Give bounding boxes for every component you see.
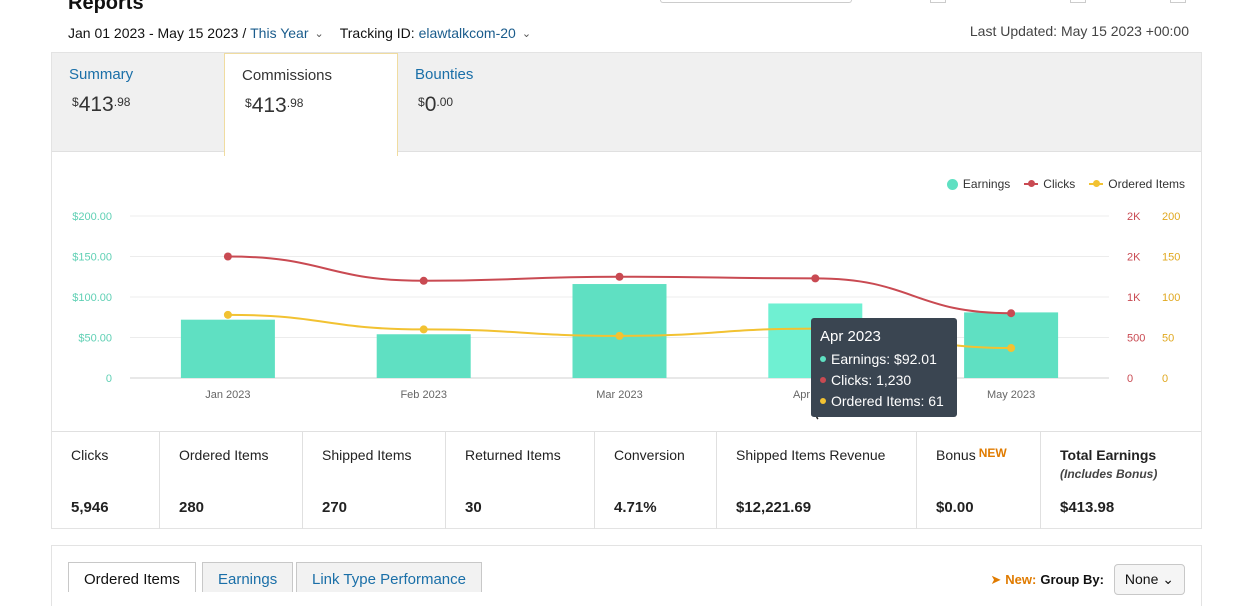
date-range: Jan 01 2023 - May 15 2023 /	[68, 25, 247, 41]
right-tick-label-ordered-items: 0	[1162, 373, 1168, 385]
earnings-bar	[180, 319, 275, 378]
tooltip-row: Clicks: 1,230	[820, 370, 948, 391]
stat-bonus: Bonus NEW $0.00	[917, 432, 1041, 529]
tab-link-type-performance[interactable]: Link Type Performance	[296, 562, 482, 592]
clicks-point	[1007, 309, 1016, 318]
clicks-point	[223, 252, 232, 261]
tab-label: Bounties	[415, 66, 474, 83]
tab-label: Commissions	[242, 67, 333, 84]
clicks-point	[615, 272, 624, 281]
header-control[interactable]	[1070, 0, 1086, 3]
earnings-bar	[376, 334, 471, 378]
last-updated: Last Updated: May 15 2023 +00:00	[969, 23, 1189, 39]
rocket-icon: ➤	[990, 571, 1002, 587]
stat-total-earnings: Total Earnings (Includes Bonus) $413.98	[1060, 447, 1158, 516]
left-tick-label: $150.00	[72, 252, 112, 264]
legend-item-earnings[interactable]: Earnings	[946, 177, 1010, 191]
page-title: Reports	[68, 0, 144, 14]
group-by-control: ➤ New: Group By: None ⌄	[990, 564, 1185, 595]
tooltip-title: Apr 2023	[820, 328, 881, 345]
right-tick-label-clicks: 1K	[1127, 292, 1141, 304]
earnings-tabs: Summary $413.98 Commissions $413.98 Boun…	[52, 53, 1201, 165]
page-header: Reports	[0, 0, 1257, 14]
right-tick-label-clicks: 500	[1127, 333, 1145, 345]
chart-svg: 0 $50.00 $100.00 $150.00 $200.00 0 500 1K 2K 2K 0 5…	[72, 211, 1180, 421]
active-tab-caret	[302, 156, 322, 165]
header-control[interactable]	[1170, 0, 1186, 3]
header-control[interactable]	[930, 0, 946, 3]
ordered-items-point	[1007, 344, 1016, 353]
tracking-id-dropdown[interactable]: elawtalkcom-20	[418, 25, 516, 41]
ordered-items-point	[419, 325, 428, 334]
ordered-items-point	[223, 310, 232, 319]
stat-conversion: Conversion 4.71%	[595, 432, 717, 529]
right-tick-label-clicks: 0	[1127, 373, 1133, 385]
date-preset-dropdown[interactable]: This Year	[250, 25, 309, 41]
tab-label: Summary	[69, 66, 134, 83]
performance-chart: Earnings Clicks Ordered Items 0 $50.00 $10…	[52, 153, 1201, 431]
ordered-items-point	[615, 331, 624, 340]
chart-tooltip: Apr 2023 Earnings: $92.01 Clicks: 1,230 …	[811, 318, 957, 417]
x-tick-label: May 2023	[987, 389, 1035, 401]
left-tick-label: $200.00	[72, 211, 112, 223]
legend-item-ordered-items[interactable]: Ordered Items	[1089, 177, 1185, 191]
right-tick-label-ordered-items: 100	[1162, 292, 1180, 304]
x-tick-label: Jan 2023	[205, 389, 250, 401]
tab-amount: $413.98	[72, 93, 131, 116]
right-tick-label-ordered-items: 150	[1162, 252, 1180, 264]
left-tick-label: 0	[106, 373, 112, 385]
left-tick-label: $50.00	[78, 333, 112, 345]
tab-amount: $413.98	[245, 94, 304, 117]
tooltip-row: Ordered Items: 61	[820, 391, 948, 412]
line-marker-icon	[1024, 180, 1039, 187]
group-by-select[interactable]: None ⌄	[1113, 564, 1185, 595]
stats-row: Clicks 5,946 Ordered Items 280 Shipped Ite…	[52, 431, 1201, 529]
right-tick-label-ordered-items: 50	[1162, 333, 1174, 345]
right-tick-label-ordered-items: 200	[1162, 211, 1180, 223]
tracking-label: Tracking ID:	[339, 25, 415, 41]
tab-ordered-items[interactable]: Ordered Items	[68, 562, 196, 592]
header-control[interactable]	[660, 0, 852, 3]
stat-returned-items: Returned Items 30	[446, 432, 595, 529]
right-tick-label-clicks: 2K	[1127, 252, 1141, 264]
tab-commissions[interactable]: Commissions $413.98	[224, 53, 398, 165]
clicks-point	[811, 274, 820, 283]
tab-summary[interactable]: Summary $413.98	[52, 53, 224, 151]
x-tick-label: Feb 2023	[400, 389, 446, 401]
stat-ordered-items: Ordered Items 280	[160, 432, 303, 529]
report-card: Summary $413.98 Commissions $413.98 Boun…	[51, 52, 1202, 529]
new-badge: NEW	[978, 446, 1007, 460]
chevron-down-icon[interactable]: ⌄	[314, 27, 324, 40]
clicks-point	[419, 276, 428, 285]
earnings-bar	[572, 284, 667, 378]
x-tick-label: Mar 2023	[596, 389, 642, 401]
stat-shipped-items: Shipped Items 270	[303, 432, 446, 529]
tab-amount: $0.00	[418, 93, 454, 116]
group-by-label: Group By:	[1040, 572, 1104, 587]
tab-bounties[interactable]: Bounties $0.00	[398, 53, 570, 151]
chart-legend: Earnings Clicks Ordered Items	[946, 177, 1185, 191]
new-label: New:	[1005, 572, 1037, 587]
filter-bar: Jan 01 2023 - May 15 2023 / This Year ⌄ …	[68, 22, 547, 44]
right-tick-label-clicks: 2K	[1127, 211, 1141, 223]
chevron-down-icon[interactable]: ⌄	[521, 27, 532, 40]
line-marker-icon	[1089, 180, 1104, 187]
circle-icon	[946, 178, 958, 190]
tooltip-row: Earnings: $92.01	[820, 349, 948, 370]
left-tick-label: $100.00	[72, 292, 112, 304]
legend-item-clicks[interactable]: Clicks	[1024, 177, 1075, 191]
report-table-card: Ordered Items Earnings Link Type Perform…	[51, 545, 1202, 606]
stat-shipped-revenue: Shipped Items Revenue $12,221.69	[717, 432, 917, 529]
tab-earnings[interactable]: Earnings	[202, 562, 294, 592]
stat-clicks: Clicks 5,946	[52, 432, 160, 529]
